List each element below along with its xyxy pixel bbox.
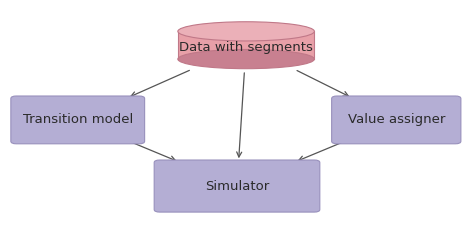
FancyBboxPatch shape: [11, 96, 145, 144]
Polygon shape: [178, 31, 314, 59]
Ellipse shape: [178, 22, 314, 41]
Text: Simulator: Simulator: [205, 180, 269, 192]
Text: Value assigner: Value assigner: [347, 114, 445, 126]
FancyBboxPatch shape: [154, 160, 320, 212]
Text: Transition model: Transition model: [23, 114, 133, 126]
FancyBboxPatch shape: [332, 96, 461, 144]
Ellipse shape: [178, 49, 314, 69]
Text: Data with segments: Data with segments: [179, 41, 313, 54]
